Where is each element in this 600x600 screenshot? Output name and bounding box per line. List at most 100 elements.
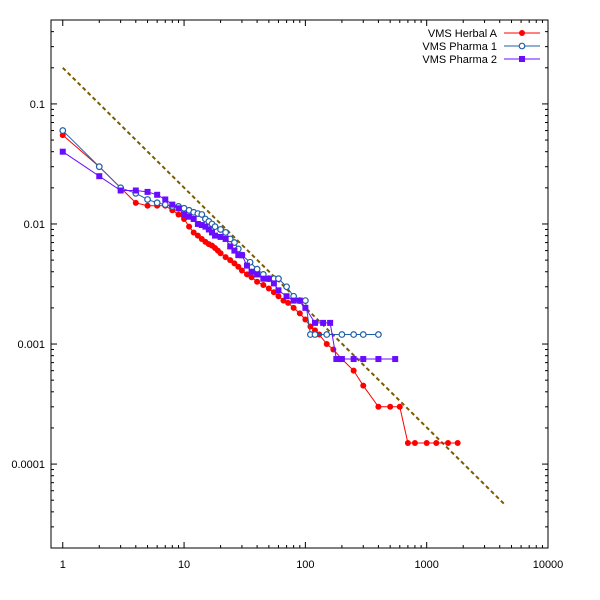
data-point [285, 299, 292, 306]
data-point [222, 229, 230, 236]
data-point [327, 319, 334, 326]
data-point [175, 211, 182, 218]
data-point [350, 367, 357, 374]
data-point [227, 257, 234, 264]
data-point [231, 247, 238, 254]
data-point [454, 439, 461, 446]
data-point [144, 188, 151, 195]
data-point [360, 356, 367, 363]
data-point [396, 403, 403, 410]
data-point [209, 229, 216, 236]
data-point [265, 275, 272, 282]
data-point [243, 262, 250, 269]
data-point [144, 196, 151, 203]
data-point [275, 287, 282, 294]
data-point [181, 211, 188, 218]
data-point [132, 187, 139, 194]
y-tick-label: 0.01 [24, 219, 45, 231]
data-point [181, 216, 188, 223]
data-point [235, 263, 242, 270]
data-point [194, 220, 201, 227]
data-point [190, 216, 197, 223]
data-point [387, 403, 394, 410]
data-point [290, 304, 297, 311]
data-point [275, 275, 282, 283]
data-point [445, 439, 452, 446]
series-2 [59, 148, 399, 363]
data-point [338, 331, 346, 338]
data-point [392, 356, 399, 363]
data-point [217, 233, 224, 240]
data-point [423, 439, 430, 446]
data-point [211, 223, 219, 231]
x-tick-label: 10 [178, 559, 190, 571]
data-point [227, 243, 234, 250]
data-point [311, 319, 318, 326]
data-point [205, 226, 212, 233]
legend-label: VMS Herbal A [428, 28, 498, 40]
data-point [235, 252, 242, 259]
data-point [96, 173, 103, 180]
data-point [254, 271, 261, 278]
series-line [62, 134, 458, 444]
data-point [243, 271, 250, 278]
data-point [301, 297, 309, 305]
data-point [338, 356, 345, 363]
data-point [296, 310, 303, 317]
data-point [519, 30, 525, 36]
data-point [59, 127, 67, 134]
plot-frame [50, 19, 549, 549]
data-point [194, 232, 201, 239]
series-1 [59, 127, 382, 338]
axis-ticks: 1 10 100 1000 10000 0.1 0.01 0.001 0.0001 [11, 19, 563, 571]
data-point [169, 201, 176, 208]
data-point [117, 187, 124, 194]
x-tick-label: 1000 [414, 559, 438, 571]
legend-label: VMS Pharma 2 [422, 54, 497, 66]
data-point [375, 403, 382, 410]
data-point [190, 229, 197, 236]
data-point [217, 226, 224, 233]
x-tick-label: 100 [296, 559, 314, 571]
data-point [202, 223, 209, 230]
data-point [238, 267, 245, 274]
data-point [333, 356, 340, 363]
data-point [248, 274, 255, 281]
data-point [433, 439, 440, 446]
data-point [375, 331, 382, 338]
data-point [144, 202, 151, 209]
data-point [198, 211, 206, 218]
data-point [359, 331, 367, 338]
data-point [350, 331, 358, 338]
data-point [275, 293, 282, 300]
data-point [296, 297, 303, 304]
data-point [175, 205, 182, 212]
data-point [95, 163, 103, 171]
data-point [231, 260, 238, 267]
data-point [217, 250, 224, 257]
data-point [320, 319, 327, 326]
data-point [260, 282, 267, 289]
data-point [290, 297, 297, 304]
data-point [265, 285, 272, 292]
data-point [270, 289, 277, 296]
y-tick-label: 0.001 [17, 339, 45, 351]
data-point [222, 254, 229, 261]
data-point [270, 280, 277, 287]
data-point [519, 56, 525, 62]
data-point [283, 293, 290, 300]
data-point [302, 316, 309, 323]
data-point [253, 265, 261, 273]
data-point [162, 196, 169, 203]
data-point [186, 223, 193, 230]
data-point [161, 201, 169, 208]
data-point [186, 213, 193, 220]
data-point [323, 331, 331, 338]
series-group [59, 127, 461, 446]
data-point [132, 199, 139, 206]
data-point [375, 356, 382, 363]
data-point [212, 232, 219, 239]
data-point [360, 382, 367, 389]
